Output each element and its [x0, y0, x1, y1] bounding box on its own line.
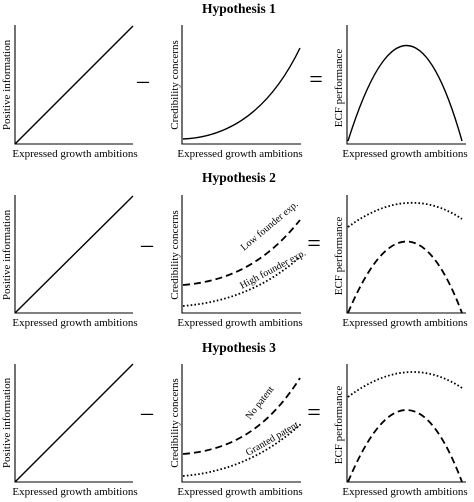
annotation-high-founder-exp: High founder exp.	[238, 248, 308, 292]
curve-high-founder-exp	[182, 255, 302, 307]
y-axis-label: Credibility concerns	[169, 40, 181, 130]
curve-upper-inverted-u	[347, 371, 463, 398]
x-axis-label: Expressed growth ambitions	[342, 148, 467, 160]
curve-linear	[14, 363, 134, 483]
panel-ecf-performance: Expressed growth ambitions ECF performan…	[333, 25, 468, 160]
minus-operator: –	[140, 232, 154, 258]
row-title: Hypothesis 2	[202, 170, 276, 185]
y-axis-label: Positive information	[1, 209, 13, 300]
y-axis-label: ECF performance	[333, 49, 345, 128]
panel-positive-information: Expressed growth ambitions Positive info…	[1, 363, 138, 498]
panel-credibility-concerns: Expressed growth ambitions Credibility c…	[169, 25, 303, 160]
curve-lower-inverted-u	[347, 409, 463, 483]
curve-granted-patent	[182, 423, 302, 477]
x-axis-label: Expressed growth ambitions	[12, 486, 137, 498]
panel-ecf-performance: Expressed growth ambitions ECF performan…	[333, 195, 468, 329]
curve-inverted-u	[347, 44, 463, 142]
panel-credibility-concerns: No patent Granted patent Expressed growt…	[169, 364, 303, 498]
y-axis-label: Credibility concerns	[169, 378, 181, 468]
axes	[181, 25, 301, 145]
curve-lower-inverted-u	[347, 240, 463, 314]
x-axis-label: Expressed growth ambitions	[342, 486, 467, 498]
axes	[346, 364, 466, 483]
row-hypothesis-2: Hypothesis 2 Expressed growth ambitions …	[1, 170, 468, 329]
row-hypothesis-1: Hypothesis 1 Expressed growth ambitions …	[1, 1, 468, 160]
x-axis-label: Expressed growth ambitions	[177, 148, 302, 160]
annotation-granted-patent: Granted patent	[244, 419, 301, 458]
annotation-no-patent: No patent	[244, 384, 277, 422]
minus-operator: –	[140, 400, 154, 426]
curve-low-founder-exp	[182, 219, 301, 286]
y-axis-label: Credibility concerns	[169, 210, 181, 300]
panel-positive-information: Expressed growth ambitions Positive info…	[1, 195, 138, 329]
minus-operator: –	[136, 68, 150, 94]
axes	[346, 25, 466, 145]
curve-upper-inverted-u	[347, 201, 463, 228]
curve-no-patent	[182, 377, 301, 455]
y-axis-label: Positive information	[1, 377, 13, 468]
equals-operator: =	[307, 231, 321, 257]
row-hypothesis-3: Hypothesis 3 Expressed growth ambitions …	[1, 340, 468, 498]
equals-operator: =	[309, 67, 323, 93]
curve-linear	[14, 25, 134, 145]
annotation-low-founder-exp: Low founder exp.	[239, 199, 301, 253]
x-axis-label: Expressed growth ambitions	[12, 148, 137, 160]
panel-ecf-performance: Expressed growth ambitions ECF performan…	[333, 364, 468, 498]
axes	[181, 195, 301, 314]
x-axis-label: Expressed growth ambitions	[177, 486, 302, 498]
panel-positive-information: Expressed growth ambitions Positive info…	[1, 25, 138, 160]
x-axis-label: Expressed growth ambitions	[342, 317, 467, 329]
curve-convex	[182, 47, 301, 140]
x-axis-label: Expressed growth ambitions	[177, 317, 302, 329]
y-axis-label: ECF performance	[333, 217, 345, 296]
y-axis-label: ECF performance	[333, 386, 345, 465]
row-title: Hypothesis 1	[202, 1, 276, 16]
axes	[346, 195, 466, 314]
curve-linear	[14, 195, 134, 314]
y-axis-label: Positive information	[1, 39, 13, 130]
panel-credibility-concerns: Low founder exp. High founder exp. Expre…	[169, 195, 308, 329]
axes	[181, 364, 301, 483]
x-axis-label: Expressed growth ambitions	[12, 317, 137, 329]
equals-operator: =	[307, 400, 321, 426]
row-title: Hypothesis 3	[202, 340, 276, 355]
